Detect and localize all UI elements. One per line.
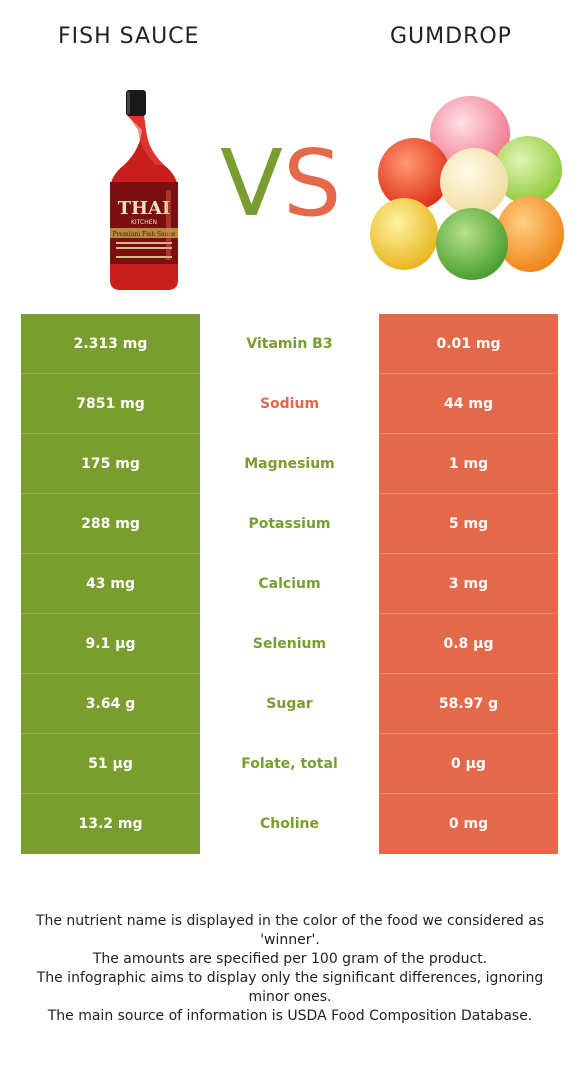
footer-line: The nutrient name is displayed in the co… bbox=[35, 913, 545, 948]
bottle-sub-text: KITCHEN bbox=[131, 219, 157, 226]
fish-sauce-value: 288 mg bbox=[21, 494, 200, 554]
table-row: 3.64 g Sugar 58.97 g bbox=[21, 674, 558, 734]
footer-line: The main source of information is USDA F… bbox=[47, 1008, 533, 1024]
gumdrop-value: 1 mg bbox=[379, 434, 558, 494]
nutrient-name: Potassium bbox=[200, 494, 379, 554]
gumdrop-image bbox=[370, 96, 564, 280]
gumdrop-value: 3 mg bbox=[379, 554, 558, 614]
table-row: 13.2 mg Choline 0 mg bbox=[21, 794, 558, 854]
table-row: 9.1 µg Selenium 0.8 µg bbox=[21, 614, 558, 674]
fish-sauce-value: 13.2 mg bbox=[21, 794, 200, 854]
right-food-title: GUMDROP bbox=[390, 24, 512, 49]
comparison-table: 2.313 mg Vitamin B3 0.01 mg 7851 mg Sodium 44… bbox=[21, 314, 558, 854]
nutrient-name: Choline bbox=[200, 794, 379, 854]
nutrient-name: Magnesium bbox=[200, 434, 379, 494]
nutrient-name: Calcium bbox=[200, 554, 379, 614]
table-row: 2.313 mg Vitamin B3 0.01 mg bbox=[21, 314, 558, 374]
fish-sauce-value: 2.313 mg bbox=[21, 314, 200, 374]
fish-sauce-value: 175 mg bbox=[21, 434, 200, 494]
gumdrop-value: 0 mg bbox=[379, 794, 558, 854]
gumdrop-value: 0 µg bbox=[379, 734, 558, 794]
table-row: 43 mg Calcium 3 mg bbox=[21, 554, 558, 614]
table-row: 7851 mg Sodium 44 mg bbox=[21, 374, 558, 434]
nutrient-name: Selenium bbox=[200, 614, 379, 674]
fish-sauce-bottle-image: THAI KITCHEN Premium Fish Sauce bbox=[110, 90, 178, 290]
fish-sauce-value: 9.1 µg bbox=[21, 614, 200, 674]
bottle-brand-text: THAI bbox=[118, 198, 171, 219]
footer-line: The amounts are specified per 100 gram o… bbox=[92, 951, 488, 967]
gumdrop-value: 0.01 mg bbox=[379, 314, 558, 374]
gumdrop-value: 0.8 µg bbox=[379, 614, 558, 674]
table-row: 51 µg Folate, total 0 µg bbox=[21, 734, 558, 794]
gumdrop-value: 5 mg bbox=[379, 494, 558, 554]
nutrient-name: Sugar bbox=[200, 674, 379, 734]
nutrient-name: Folate, total bbox=[200, 734, 379, 794]
fish-sauce-value: 51 µg bbox=[21, 734, 200, 794]
table-row: 175 mg Magnesium 1 mg bbox=[21, 434, 558, 494]
bottle-product-text: Premium Fish Sauce bbox=[113, 231, 176, 238]
nutrient-name: Sodium bbox=[200, 374, 379, 434]
footer-notes: The nutrient name is displayed in the co… bbox=[20, 912, 560, 1026]
vs-label: VS bbox=[220, 130, 342, 237]
nutrient-name: Vitamin B3 bbox=[200, 314, 379, 374]
table-row: 288 mg Potassium 5 mg bbox=[21, 494, 558, 554]
fish-sauce-value: 3.64 g bbox=[21, 674, 200, 734]
gumdrop-value: 58.97 g bbox=[379, 674, 558, 734]
gumdrop-value: 44 mg bbox=[379, 374, 558, 434]
left-food-title: FISH SAUCE bbox=[58, 24, 200, 49]
fish-sauce-value: 43 mg bbox=[21, 554, 200, 614]
footer-line: The infographic aims to display only the… bbox=[36, 970, 544, 1005]
fish-sauce-value: 7851 mg bbox=[21, 374, 200, 434]
